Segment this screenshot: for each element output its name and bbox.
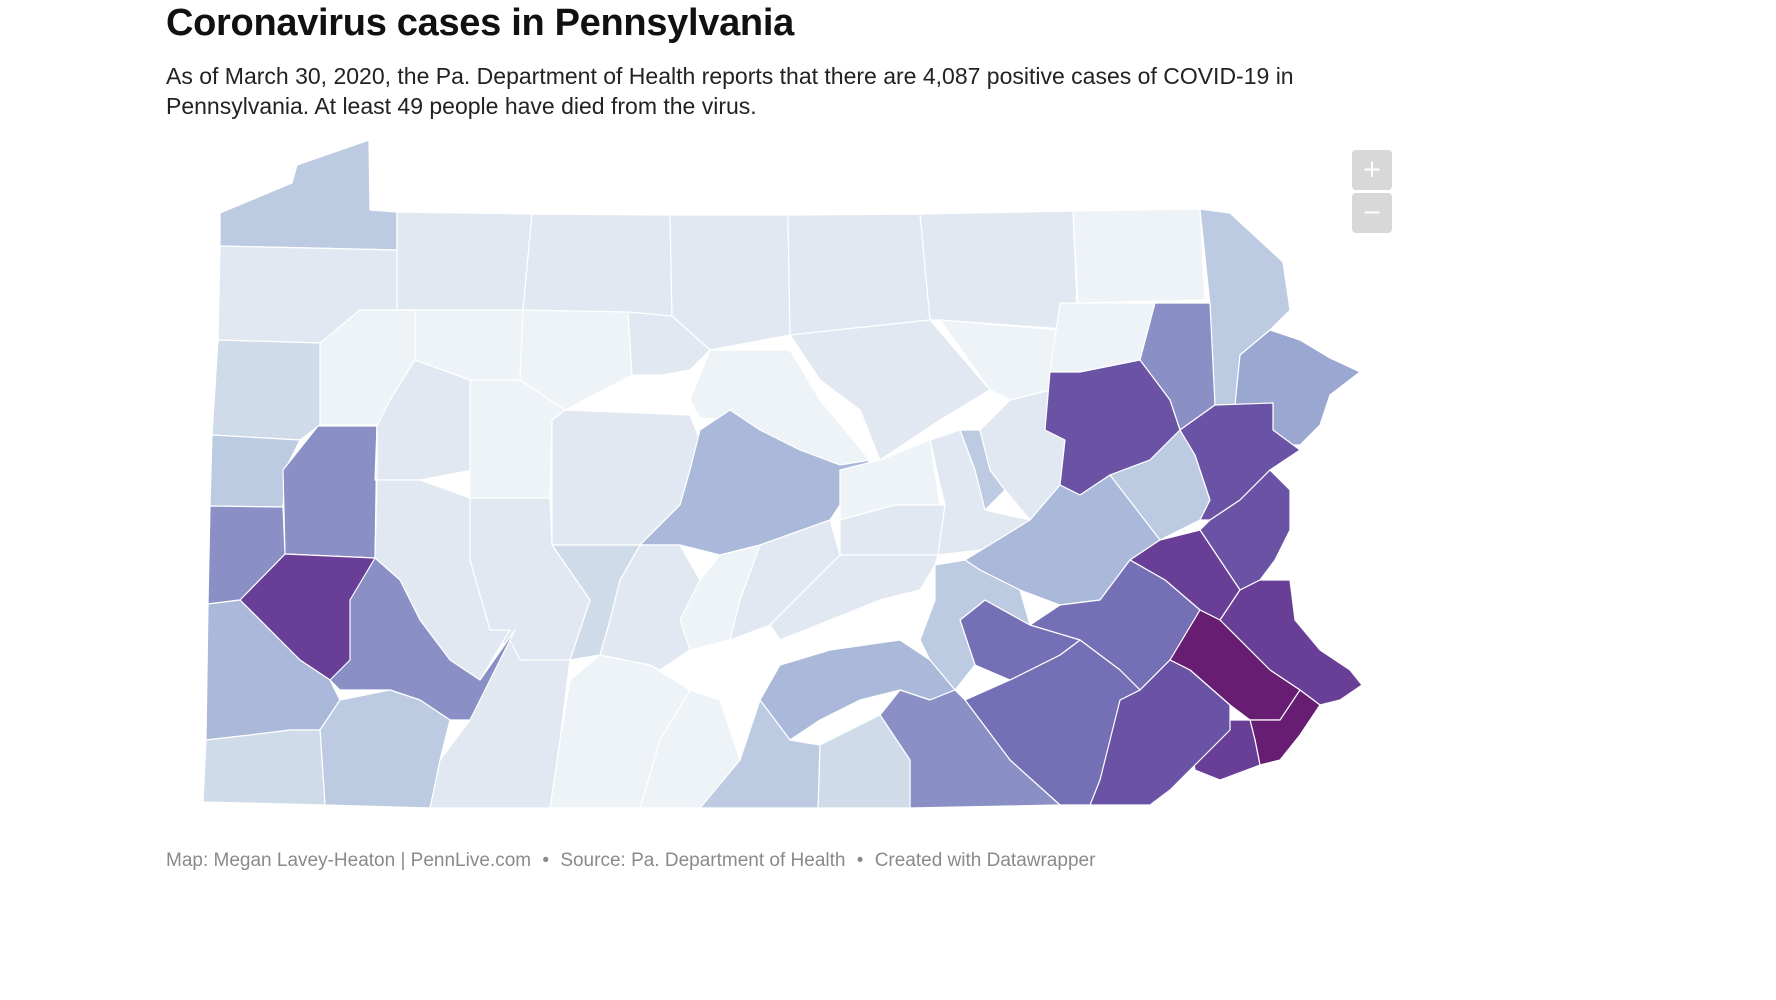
county-erie[interactable] (219, 139, 398, 251)
zoom-out-button[interactable]: − (1352, 193, 1392, 233)
county-mckean[interactable] (522, 213, 673, 317)
map-area[interactable] (166, 132, 1396, 822)
county-greene[interactable] (202, 729, 326, 806)
county-bradford[interactable] (919, 210, 1079, 331)
county-fayette[interactable] (319, 689, 451, 809)
map-credit: Map: Megan Lavey-Heaton | PennLive.com (166, 850, 532, 871)
footer-separator: • (542, 850, 550, 871)
county-dauphin[interactable] (919, 559, 1031, 691)
chart-title: Coronavirus cases in Pennsylvania (166, 2, 794, 44)
county-mercer[interactable] (211, 339, 321, 441)
county-elk[interactable] (519, 309, 633, 411)
chart-description: As of March 30, 2020, the Pa. Department… (166, 63, 1294, 119)
county-beaver[interactable] (207, 505, 286, 605)
tool-credit: Created with Datawrapper (874, 850, 1096, 871)
county-cameron[interactable] (627, 311, 711, 376)
county-warren[interactable] (396, 211, 533, 311)
county-potter[interactable] (669, 214, 791, 351)
county-westmoreland[interactable] (329, 557, 516, 721)
footer: Map: Megan Lavey-Heaton | PennLive.com •… (166, 848, 1095, 874)
county-armstrong[interactable] (374, 425, 378, 481)
county-perry[interactable] (769, 554, 939, 641)
county-lycoming[interactable] (789, 319, 991, 461)
footer-separator: • (856, 850, 864, 871)
county-somerset[interactable] (429, 639, 571, 809)
county-susquehanna[interactable] (1072, 208, 1206, 304)
county-tioga[interactable] (787, 213, 931, 336)
zoom-in-button[interactable]: + (1352, 150, 1392, 190)
zoom-controls: + − (1352, 150, 1392, 236)
source-credit: Source: Pa. Department of Health (560, 850, 846, 871)
